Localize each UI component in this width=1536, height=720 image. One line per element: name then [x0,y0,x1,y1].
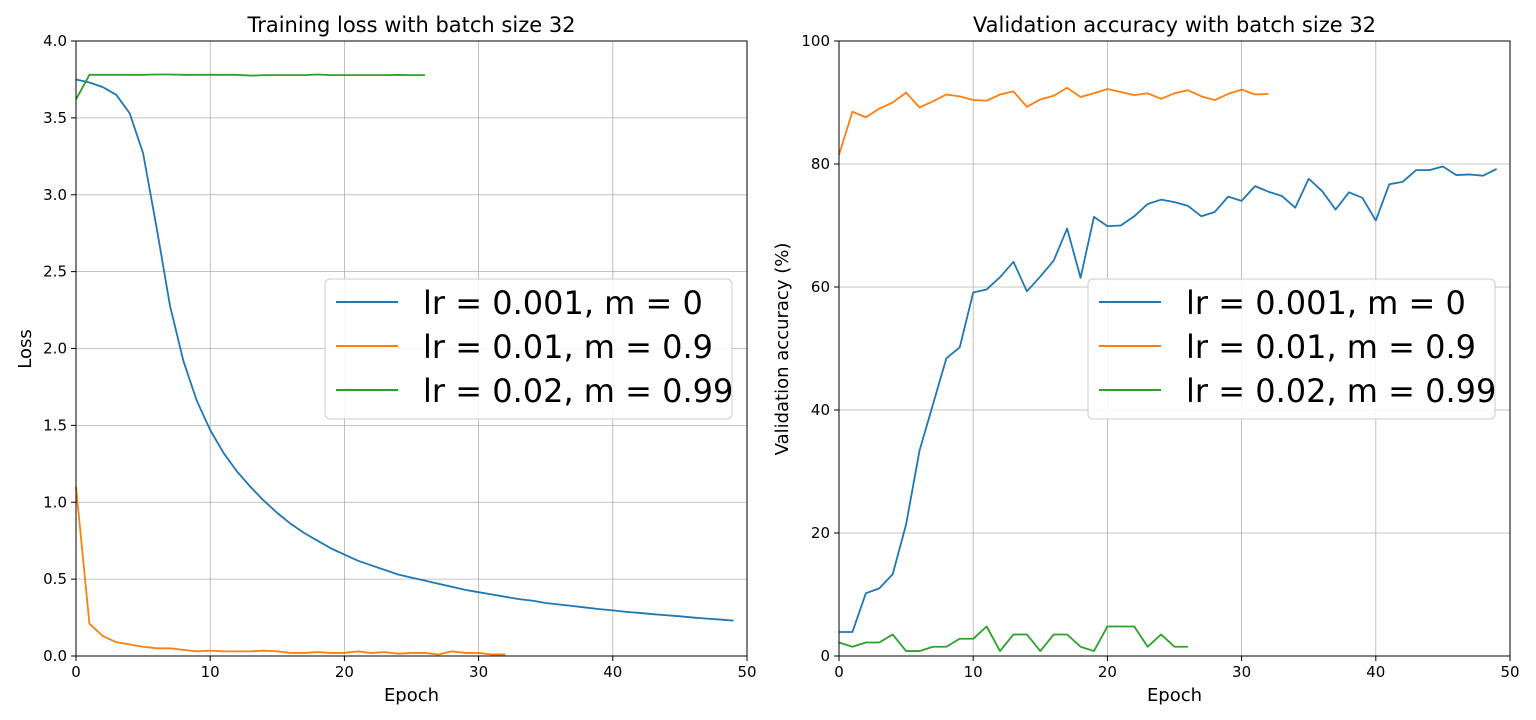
x-tick-label: 50 [1500,663,1519,681]
legend-box [1087,278,1496,420]
y-tick-label: 2.5 [43,263,67,281]
x-tick-label: 20 [335,663,354,681]
series-line-3 [838,625,1188,652]
x-axis-label: Epoch [1147,685,1202,706]
legend: lr = 0.001, m = 0 lr = 0.01, m = 0.9 lr = … [324,278,733,420]
x-tick-label: 40 [1366,663,1385,681]
legend-label: lr = 0.02, m = 0.99 [423,372,733,410]
x-tick-label: 0 [834,663,844,681]
x-axis-ticks: 0 10 20 30 40 50 [71,656,757,681]
y-tick-label: 3.0 [43,186,67,204]
x-tick-label: 40 [603,663,622,681]
legend-label: lr = 0.02, m = 0.99 [1186,372,1496,410]
series-line-2 [75,486,506,656]
y-tick-label: 1.0 [43,493,67,511]
y-tick-label: 0.0 [43,647,67,665]
y-tick-label: 0 [820,647,830,665]
x-tick-label: 0 [71,663,81,681]
y-tick-label: 80 [811,155,830,173]
x-tick-label: 50 [737,663,756,681]
y-tick-label: 0.5 [43,570,67,588]
y-tick-label: 20 [811,524,830,542]
series-lines [838,86,1497,652]
x-tick-label: 10 [964,663,983,681]
x-axis-label: Epoch [384,685,439,706]
y-axis-ticks: 0.0 0.5 1.0 1.5 2.0 2.5 3.0 3.5 4.0 [43,32,76,665]
axes-frame [838,40,1511,657]
x-tick-label: 10 [201,663,220,681]
y-tick-label: 2.0 [43,340,67,358]
y-tick-label: 1.5 [43,416,67,434]
legend: lr = 0.001, m = 0 lr = 0.01, m = 0.9 lr = … [1087,278,1496,420]
x-tick-label: 30 [469,663,488,681]
x-axis-ticks: 0 10 20 30 40 50 [834,656,1520,681]
legend-label: lr = 0.001, m = 0 [1186,284,1466,322]
series-line-1 [75,78,734,622]
chart-training-loss: 0 10 20 30 40 50 0.00.51.01.52.02.53.03.54.0 … [15,13,757,706]
y-tick-label: 60 [811,278,830,296]
y-axis-ticks: 0 20 40 60 80 100 [801,32,839,665]
chart-validation-accuracy: 0 10 20 30 40 50 0 20 40 60 80 100 Validation accu… [772,13,1520,706]
legend-label: lr = 0.01, m = 0.9 [1186,328,1476,366]
x-tick-label: 30 [1232,663,1251,681]
y-tick-label: 40 [811,401,830,419]
legend-entries: lr = 0.001, m = 0 lr = 0.01, m = 0.9 lr = … [336,284,733,410]
series-lines [75,73,734,656]
chart-title: Validation accuracy with batch size 32 [973,13,1376,37]
y-tick-label: 4.0 [43,32,67,50]
series-line-1 [839,165,1497,633]
legend-label: lr = 0.001, m = 0 [423,284,703,322]
legend-box [324,278,733,420]
y-axis-label: Validation accuracy (%) [772,243,793,456]
series-line-2 [838,86,1269,156]
x-tick-label: 20 [1098,663,1117,681]
legend-label: lr = 0.01, m = 0.9 [423,328,713,366]
series-line-3 [75,73,425,100]
y-axis-label: Loss [15,329,36,368]
y-tick-label: 3.5 [43,109,67,127]
y-tick-label: 100 [801,32,830,50]
chart-title: Training loss with batch size 32 [246,13,575,37]
legend-entries: lr = 0.001, m = 0 lr = 0.01, m = 0.9 lr = … [1099,284,1496,410]
